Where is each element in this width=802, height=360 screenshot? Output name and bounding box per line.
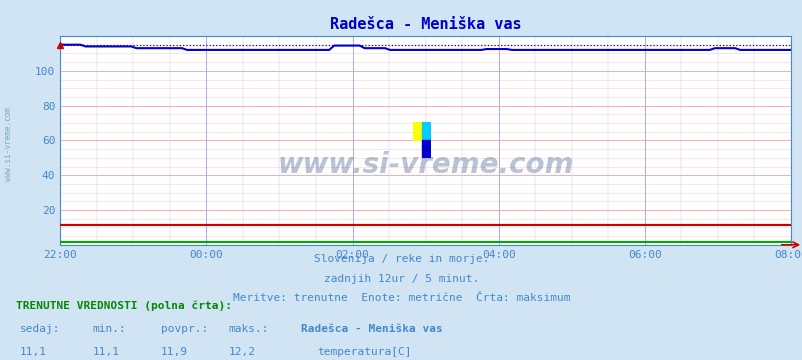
Bar (421, 140, 430, 158)
Text: www.si-vreme.com: www.si-vreme.com (3, 107, 13, 181)
Text: min.:: min.: (92, 324, 126, 334)
Text: Slovenija / reke in morje.: Slovenija / reke in morje. (314, 254, 488, 264)
Text: 11,9: 11,9 (160, 347, 188, 357)
Title: Radešca - Meniška vas: Radešca - Meniška vas (330, 17, 520, 32)
Text: maks.:: maks.: (229, 324, 269, 334)
Text: Meritve: trenutne  Enote: metrične  Črta: maksimum: Meritve: trenutne Enote: metrične Črta: … (233, 293, 569, 303)
Bar (412, 122, 421, 140)
Text: temperatura[C]: temperatura[C] (317, 347, 411, 357)
Text: www.si-vreme.com: www.si-vreme.com (277, 152, 573, 179)
Bar (421, 122, 430, 140)
Text: Radešca - Meniška vas: Radešca - Meniška vas (301, 324, 443, 334)
Text: 11,1: 11,1 (92, 347, 119, 357)
Text: zadnjih 12ur / 5 minut.: zadnjih 12ur / 5 minut. (323, 274, 479, 284)
Text: povpr.:: povpr.: (160, 324, 208, 334)
Text: 11,1: 11,1 (20, 347, 47, 357)
Text: TRENUTNE VREDNOSTI (polna črta):: TRENUTNE VREDNOSTI (polna črta): (16, 301, 232, 311)
Text: 12,2: 12,2 (229, 347, 256, 357)
Text: sedaj:: sedaj: (20, 324, 60, 334)
